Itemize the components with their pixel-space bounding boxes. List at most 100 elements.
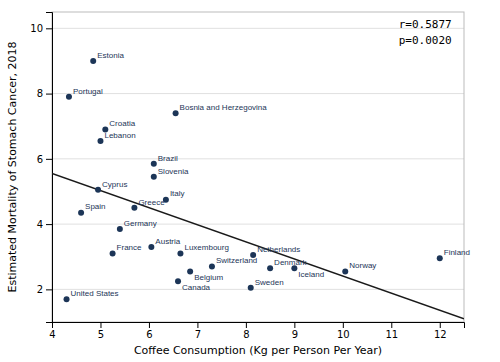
tick-mark bbox=[197, 322, 198, 328]
point-label: Austria bbox=[155, 237, 180, 246]
tick-mark bbox=[46, 159, 52, 160]
point-label: Croatia bbox=[109, 119, 135, 128]
point-label: Luxembourg bbox=[184, 243, 228, 252]
y-axis: 2 4 6 8 10 bbox=[30, 13, 52, 323]
tick: 10 bbox=[337, 322, 350, 340]
point-label: Lebanon bbox=[104, 131, 135, 140]
tick-label: 5 bbox=[98, 329, 104, 340]
annotations: r=0.5877 p=0.0020 bbox=[399, 18, 452, 47]
point bbox=[342, 268, 348, 274]
tick-label: 8 bbox=[243, 329, 249, 340]
y-axis-title: Estimated Mortality of Stomach Cancer, 2… bbox=[6, 41, 19, 292]
point bbox=[437, 255, 443, 261]
chart: 4 5 6 7 8 9 10 11 12 2 4 6 8 10 Coffee Consumption (Kg… bbox=[0, 0, 500, 362]
x-axis: 4 5 6 7 8 9 10 11 12 bbox=[49, 322, 464, 340]
point-label: Brazil bbox=[158, 154, 178, 163]
tick: 4 bbox=[37, 219, 52, 230]
tick: 10 bbox=[30, 23, 52, 34]
point bbox=[117, 226, 123, 232]
tick: 6 bbox=[37, 154, 52, 165]
point bbox=[173, 110, 179, 116]
tick: 2 bbox=[37, 284, 52, 295]
point-label: Germany bbox=[124, 219, 157, 228]
point bbox=[110, 250, 116, 256]
axis-line bbox=[53, 323, 465, 329]
point bbox=[97, 138, 103, 144]
marks bbox=[52, 58, 464, 319]
grid-line bbox=[52, 224, 464, 225]
x-axis-title: Coffee Consumption (Kg per Person Per Ye… bbox=[134, 344, 382, 357]
tick-mark bbox=[46, 289, 52, 290]
tick: 8 bbox=[243, 322, 249, 340]
annotation: p=0.0020 bbox=[399, 34, 452, 47]
point bbox=[151, 174, 157, 180]
point-label: Bosnia and Herzegovina bbox=[180, 103, 268, 112]
annotation: r=0.5877 bbox=[399, 18, 452, 31]
point bbox=[78, 210, 84, 216]
tick-label: 9 bbox=[292, 329, 298, 340]
tick-label: 7 bbox=[195, 329, 201, 340]
point bbox=[177, 250, 183, 256]
point bbox=[209, 264, 215, 270]
point-labels: Estonia Portugal Bosnia and Herzegovina Cro… bbox=[71, 51, 470, 298]
tick: 6 bbox=[146, 322, 152, 340]
plot-frame bbox=[52, 12, 464, 322]
tick-mark bbox=[46, 94, 52, 95]
tick: 4 bbox=[49, 322, 55, 340]
tick-mark bbox=[100, 322, 101, 328]
tick-mark bbox=[343, 322, 344, 328]
point bbox=[95, 187, 101, 193]
point-label: Italy bbox=[170, 189, 185, 198]
tick-mark bbox=[440, 322, 441, 328]
point bbox=[248, 285, 254, 291]
tick-mark bbox=[246, 322, 247, 328]
tick: 12 bbox=[434, 322, 447, 340]
tick-label: 4 bbox=[49, 329, 55, 340]
point-label: Iceland bbox=[298, 270, 324, 279]
point bbox=[187, 268, 193, 274]
axis-line bbox=[46, 13, 53, 323]
point bbox=[151, 161, 157, 167]
point-label: United States bbox=[71, 289, 119, 298]
point-label: Switzerland bbox=[216, 256, 257, 265]
point bbox=[148, 244, 154, 250]
tick-mark bbox=[294, 322, 295, 328]
point bbox=[175, 278, 181, 284]
tick: 5 bbox=[98, 322, 104, 340]
point-label: Greece bbox=[138, 198, 165, 207]
point-label: Norway bbox=[349, 261, 376, 270]
point-label: Netherlands bbox=[257, 245, 300, 254]
tick-mark bbox=[46, 28, 52, 29]
point-label: Estonia bbox=[97, 51, 124, 60]
tick-mark bbox=[149, 322, 150, 328]
tick-label: 12 bbox=[434, 329, 447, 340]
tick-label: 4 bbox=[37, 219, 43, 230]
point bbox=[90, 58, 96, 64]
point-label: Denmark bbox=[274, 258, 307, 267]
point-label: Slovenia bbox=[158, 167, 189, 176]
grid-line bbox=[52, 93, 464, 94]
tick-label: 6 bbox=[146, 329, 152, 340]
point bbox=[267, 265, 273, 271]
tick-mark bbox=[46, 224, 52, 225]
tick: 11 bbox=[385, 322, 398, 340]
point-label: Cyprus bbox=[102, 180, 127, 189]
tick-label: 2 bbox=[37, 284, 43, 295]
grid-line bbox=[52, 158, 464, 159]
tick-label: 6 bbox=[37, 154, 43, 165]
tick-label: 8 bbox=[37, 88, 43, 99]
point bbox=[131, 205, 137, 211]
tick-mark bbox=[391, 322, 392, 328]
plot: 4 5 6 7 8 9 10 11 12 2 4 6 8 10 Coffee Consumption (Kg… bbox=[6, 12, 470, 357]
point-label: Portugal bbox=[73, 87, 103, 96]
tick: 7 bbox=[195, 322, 201, 340]
tick-label: 10 bbox=[337, 329, 350, 340]
tick: 9 bbox=[292, 322, 298, 340]
point-label: Belgium bbox=[194, 273, 223, 282]
point-label: France bbox=[117, 243, 142, 252]
tick: 8 bbox=[37, 88, 52, 99]
line bbox=[52, 174, 464, 319]
point bbox=[66, 94, 72, 100]
point-label: Canada bbox=[182, 283, 211, 292]
point-label: Finland bbox=[444, 248, 470, 257]
